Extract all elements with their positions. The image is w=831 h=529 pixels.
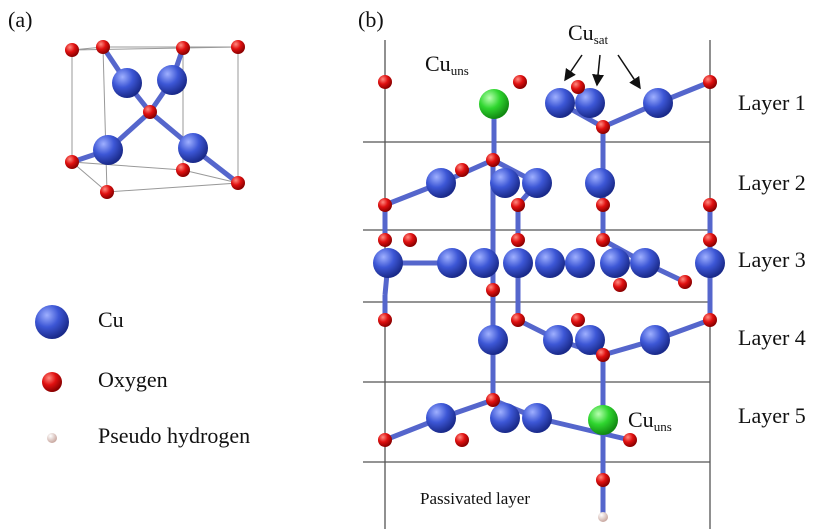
oxygen-atom — [596, 198, 610, 212]
oxygen-atom — [378, 433, 392, 447]
cu-uns-label: Cuuns — [425, 51, 469, 78]
cu-atom — [373, 248, 403, 278]
cube — [72, 47, 238, 192]
oxygen-atom — [486, 153, 500, 167]
oxygen-atom — [403, 233, 417, 247]
oxygen-atom — [378, 313, 392, 327]
legend-marker — [35, 305, 69, 339]
oxygen-atom — [511, 198, 525, 212]
cu-uns-label: Cuuns — [628, 407, 672, 434]
cu-atom — [522, 403, 552, 433]
cu-atom — [437, 248, 467, 278]
oxygen-atom — [511, 233, 525, 247]
oxygen-atom — [65, 155, 79, 169]
oxygen-atom — [703, 233, 717, 247]
oxygen-atom — [100, 185, 114, 199]
cu-atom — [178, 133, 208, 163]
oxygen-atom — [96, 40, 110, 54]
oxygen-atom — [455, 163, 469, 177]
oxygen-atom — [486, 393, 500, 407]
oxygen-atom — [231, 176, 245, 190]
cu-atom — [503, 248, 533, 278]
oxygen-atom — [571, 80, 585, 94]
layer-label: Layer 2 — [738, 170, 806, 195]
oxygen-atom — [378, 75, 392, 89]
panel-label: (b) — [358, 7, 384, 32]
oxygen-atom — [378, 233, 392, 247]
cu-atom — [695, 248, 725, 278]
oxygen-atom — [678, 275, 692, 289]
oxygen-atom — [231, 40, 245, 54]
cu-atom — [93, 135, 123, 165]
oxygen-atom — [571, 313, 585, 327]
cu-uns-atom — [479, 89, 509, 119]
cu-atom — [426, 168, 456, 198]
oxygen-atom — [513, 75, 527, 89]
oxygen-atom — [623, 433, 637, 447]
legend-label: Oxygen — [98, 367, 168, 392]
oxygen-atom — [596, 233, 610, 247]
cu-atom — [490, 403, 520, 433]
cu-atom — [522, 168, 552, 198]
layer-label: Layer 1 — [738, 90, 806, 115]
oxygen-atom — [378, 198, 392, 212]
cu-atom — [426, 403, 456, 433]
cu-atom — [643, 88, 673, 118]
cu-atom — [478, 325, 508, 355]
cu-atom — [157, 65, 187, 95]
cu-atom — [543, 325, 573, 355]
cu-atom — [630, 248, 660, 278]
passivated-label: Passivated layer — [420, 489, 530, 508]
oxygen-atom — [613, 278, 627, 292]
cu-atom — [600, 248, 630, 278]
oxygen-atom — [65, 43, 79, 57]
oxygen-atom — [596, 348, 610, 362]
cu-sat-label: Cusat — [568, 20, 609, 47]
oxygen-atom — [703, 313, 717, 327]
cu-uns-atom — [588, 405, 618, 435]
oxygen-atom — [596, 473, 610, 487]
legend-marker — [42, 372, 62, 392]
layer-label: Layer 4 — [738, 325, 806, 350]
oxygen-atom — [703, 198, 717, 212]
figure: (a) (b) Cusat Cuuns Cuuns Passivated lay… — [0, 0, 831, 529]
cu-atom — [565, 248, 595, 278]
oxygen-atom — [176, 163, 190, 177]
hydrogen-atom — [598, 512, 608, 522]
oxygen-atom — [486, 283, 500, 297]
oxygen-atom — [176, 41, 190, 55]
cu-atom — [545, 88, 575, 118]
cu-atom — [469, 248, 499, 278]
oxygen-atom — [143, 105, 157, 119]
cu-atom — [112, 68, 142, 98]
cu-atom — [535, 248, 565, 278]
oxygen-atom — [703, 75, 717, 89]
oxygen-atom — [511, 313, 525, 327]
legend-label: Pseudo hydrogen — [98, 423, 250, 448]
legend-label: Cu — [98, 307, 124, 332]
cu-atom — [585, 168, 615, 198]
legend-marker — [47, 433, 57, 443]
panel-label: (a) — [8, 7, 32, 32]
cu-atom — [640, 325, 670, 355]
layer-label: Layer 3 — [738, 247, 806, 272]
layer-label: Layer 5 — [738, 403, 806, 428]
oxygen-atom — [596, 120, 610, 134]
cu-atom — [490, 168, 520, 198]
oxygen-atom — [455, 433, 469, 447]
